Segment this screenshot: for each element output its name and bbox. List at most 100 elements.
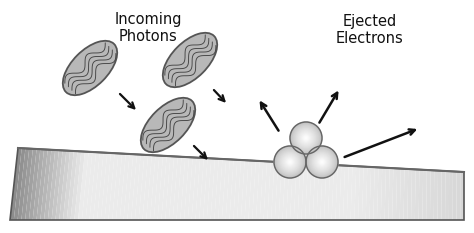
Polygon shape (377, 167, 382, 220)
Circle shape (284, 156, 296, 168)
Circle shape (299, 131, 313, 145)
Circle shape (276, 148, 303, 175)
Circle shape (276, 148, 304, 176)
Polygon shape (241, 160, 248, 220)
Polygon shape (44, 150, 55, 220)
Polygon shape (298, 163, 304, 220)
Polygon shape (373, 167, 379, 220)
Text: Ejected
Electrons: Ejected Electrons (336, 14, 404, 46)
Polygon shape (109, 153, 118, 220)
Circle shape (310, 149, 335, 175)
Polygon shape (426, 170, 430, 220)
Circle shape (283, 154, 298, 170)
Polygon shape (188, 158, 196, 220)
Circle shape (297, 129, 315, 147)
Polygon shape (313, 164, 319, 220)
Polygon shape (33, 149, 44, 220)
Polygon shape (294, 163, 301, 220)
Polygon shape (328, 165, 334, 220)
Polygon shape (199, 158, 208, 220)
Polygon shape (101, 153, 111, 220)
Polygon shape (392, 168, 397, 220)
Polygon shape (343, 166, 349, 220)
Polygon shape (305, 164, 311, 220)
Polygon shape (369, 167, 375, 220)
Polygon shape (222, 159, 230, 220)
Ellipse shape (163, 33, 217, 87)
Circle shape (320, 160, 324, 164)
Polygon shape (346, 166, 353, 220)
Circle shape (290, 122, 322, 154)
Polygon shape (400, 169, 404, 220)
Polygon shape (74, 151, 85, 220)
Circle shape (294, 126, 318, 150)
Polygon shape (218, 159, 226, 220)
Polygon shape (52, 150, 63, 220)
Polygon shape (195, 158, 204, 220)
Polygon shape (157, 156, 167, 220)
Polygon shape (233, 160, 241, 220)
Polygon shape (169, 156, 178, 220)
Polygon shape (142, 155, 152, 220)
Polygon shape (78, 152, 89, 220)
Polygon shape (154, 156, 163, 220)
Polygon shape (18, 148, 29, 220)
Polygon shape (128, 154, 137, 220)
Polygon shape (63, 151, 74, 220)
Polygon shape (229, 160, 237, 220)
Polygon shape (279, 162, 286, 220)
Polygon shape (112, 153, 122, 220)
Polygon shape (59, 151, 70, 220)
Circle shape (318, 158, 326, 166)
Polygon shape (365, 167, 371, 220)
Circle shape (313, 153, 331, 171)
Polygon shape (301, 163, 308, 220)
Polygon shape (176, 157, 185, 220)
Circle shape (310, 150, 334, 174)
Polygon shape (350, 166, 356, 220)
Polygon shape (332, 165, 337, 220)
Ellipse shape (141, 98, 195, 152)
Polygon shape (150, 155, 159, 220)
Polygon shape (90, 152, 100, 220)
Polygon shape (173, 157, 182, 220)
Polygon shape (441, 171, 446, 220)
Polygon shape (48, 150, 59, 220)
Polygon shape (161, 156, 170, 220)
Circle shape (312, 152, 332, 172)
Polygon shape (124, 154, 133, 220)
Circle shape (316, 156, 328, 168)
Polygon shape (165, 156, 174, 220)
Polygon shape (14, 148, 26, 220)
Circle shape (283, 155, 297, 169)
Circle shape (275, 147, 305, 177)
Circle shape (287, 159, 293, 165)
Polygon shape (339, 165, 345, 220)
Polygon shape (203, 158, 211, 220)
Polygon shape (252, 161, 260, 220)
Polygon shape (67, 151, 77, 220)
Polygon shape (275, 162, 282, 220)
Polygon shape (71, 151, 81, 220)
Circle shape (306, 146, 338, 178)
Polygon shape (309, 164, 315, 220)
Polygon shape (40, 150, 52, 220)
Polygon shape (453, 171, 456, 220)
Polygon shape (336, 165, 341, 220)
Ellipse shape (63, 41, 117, 95)
Circle shape (296, 128, 316, 148)
Circle shape (285, 157, 295, 167)
Polygon shape (407, 169, 412, 220)
Polygon shape (116, 154, 126, 220)
Circle shape (308, 148, 337, 176)
Circle shape (319, 159, 325, 164)
Polygon shape (93, 152, 103, 220)
Polygon shape (105, 153, 115, 220)
Polygon shape (384, 168, 390, 220)
Polygon shape (120, 154, 129, 220)
Circle shape (292, 124, 319, 151)
Circle shape (281, 153, 299, 171)
Polygon shape (456, 171, 460, 220)
Circle shape (314, 154, 329, 170)
Polygon shape (184, 157, 193, 220)
